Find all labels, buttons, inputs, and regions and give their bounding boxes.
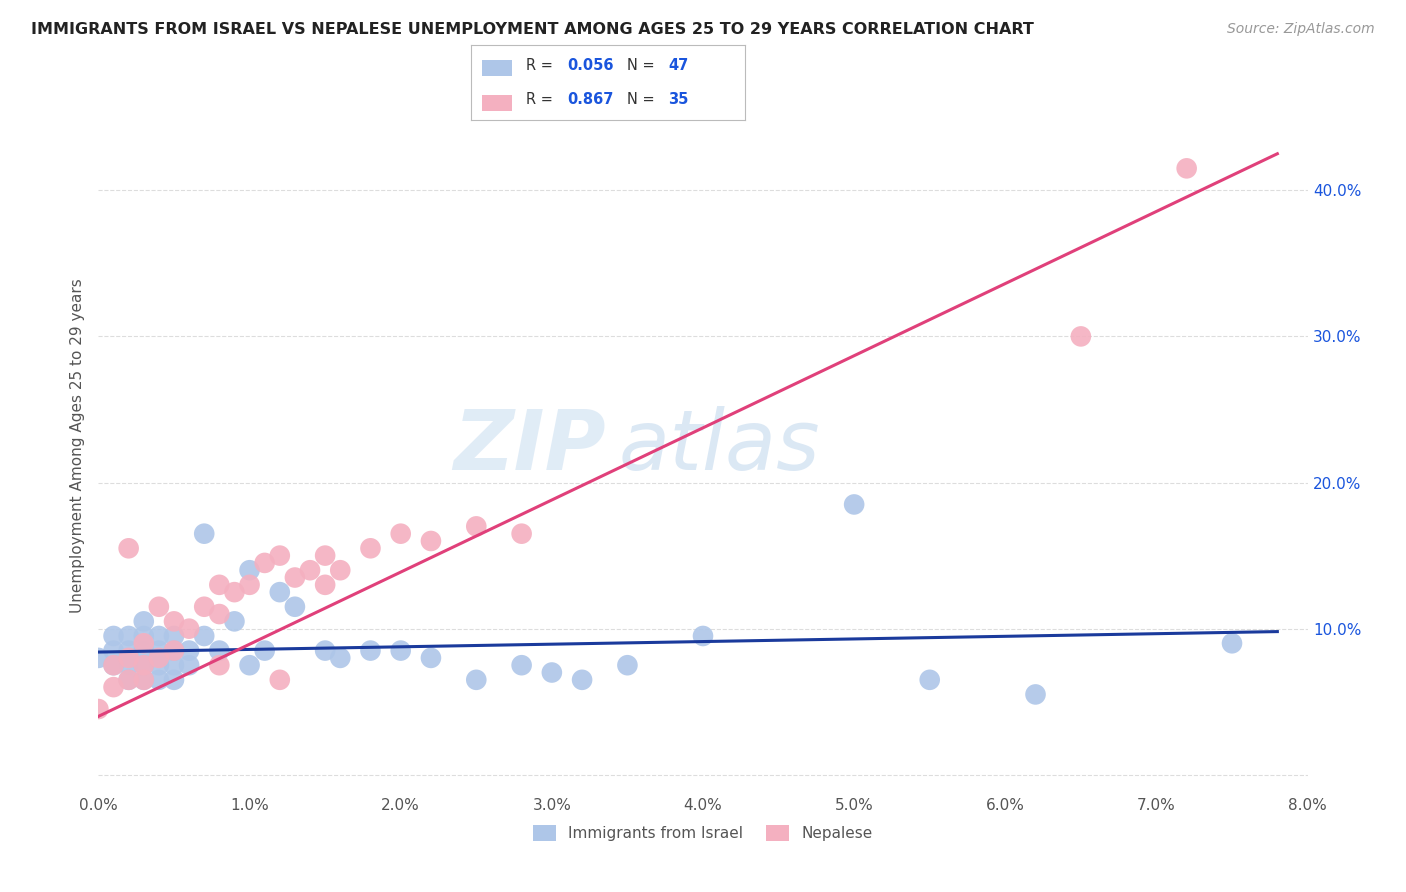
Point — [269, 585, 291, 599]
Point — [1025, 688, 1047, 702]
Text: atlas: atlas — [619, 406, 820, 486]
Text: N =: N = — [627, 93, 659, 107]
Point — [163, 615, 186, 629]
Point — [208, 658, 231, 673]
Point — [118, 673, 141, 687]
Point — [118, 643, 141, 657]
Point — [148, 673, 170, 687]
Point — [132, 615, 155, 629]
Point — [540, 665, 562, 680]
Text: R =: R = — [526, 58, 557, 73]
Point — [132, 658, 155, 673]
Point — [103, 658, 125, 673]
Point — [616, 658, 638, 673]
Point — [193, 526, 215, 541]
Point — [465, 673, 488, 687]
Point — [118, 651, 141, 665]
Point — [163, 643, 186, 657]
Point — [132, 673, 155, 687]
Point — [465, 519, 488, 533]
Point — [132, 658, 155, 673]
Y-axis label: Unemployment Among Ages 25 to 29 years: Unemployment Among Ages 25 to 29 years — [69, 278, 84, 614]
Point — [314, 549, 336, 563]
Text: Source: ZipAtlas.com: Source: ZipAtlas.com — [1227, 22, 1375, 37]
Point — [360, 643, 382, 657]
Point — [103, 658, 125, 673]
Text: R =: R = — [526, 93, 557, 107]
Point — [103, 680, 125, 694]
FancyBboxPatch shape — [482, 95, 512, 112]
Point — [103, 643, 125, 657]
Text: 47: 47 — [668, 58, 689, 73]
Point — [148, 651, 170, 665]
Point — [314, 578, 336, 592]
Point — [284, 570, 307, 584]
Point — [163, 673, 186, 687]
Text: ZIP: ZIP — [454, 406, 606, 486]
Text: N =: N = — [627, 58, 659, 73]
Point — [314, 643, 336, 657]
Point — [148, 599, 170, 614]
FancyBboxPatch shape — [482, 60, 512, 77]
Point — [132, 636, 155, 650]
Point — [208, 643, 231, 657]
Point — [163, 658, 186, 673]
Point — [692, 629, 714, 643]
Point — [329, 563, 352, 577]
Point — [148, 629, 170, 643]
Point — [510, 526, 533, 541]
Point — [420, 533, 443, 548]
Point — [179, 658, 201, 673]
Point — [239, 658, 262, 673]
Point — [420, 651, 443, 665]
Point — [132, 643, 155, 657]
Point — [208, 607, 231, 621]
Point — [132, 629, 155, 643]
Point — [389, 526, 412, 541]
Point — [87, 702, 110, 716]
Point — [224, 615, 246, 629]
Point — [299, 563, 322, 577]
Point — [224, 585, 246, 599]
Point — [284, 599, 307, 614]
Point — [239, 578, 262, 592]
Point — [103, 629, 125, 643]
Point — [844, 498, 866, 512]
Point — [118, 541, 141, 556]
Point — [918, 673, 941, 687]
Point — [1220, 636, 1243, 650]
Point — [148, 643, 170, 657]
Point — [253, 643, 276, 657]
Text: 35: 35 — [668, 93, 689, 107]
Point — [132, 673, 155, 687]
Point — [389, 643, 412, 657]
Point — [118, 658, 141, 673]
Point — [148, 658, 170, 673]
Point — [1175, 161, 1198, 176]
Point — [253, 556, 276, 570]
Point — [510, 658, 533, 673]
Point — [163, 629, 186, 643]
Text: 0.056: 0.056 — [567, 58, 613, 73]
Point — [193, 629, 215, 643]
Point — [87, 651, 110, 665]
Point — [118, 629, 141, 643]
Point — [239, 563, 262, 577]
Legend: Immigrants from Israel, Nepalese: Immigrants from Israel, Nepalese — [527, 819, 879, 847]
Point — [163, 643, 186, 657]
Point — [571, 673, 593, 687]
Text: IMMIGRANTS FROM ISRAEL VS NEPALESE UNEMPLOYMENT AMONG AGES 25 TO 29 YEARS CORREL: IMMIGRANTS FROM ISRAEL VS NEPALESE UNEMP… — [31, 22, 1033, 37]
Point — [329, 651, 352, 665]
Point — [269, 673, 291, 687]
Point — [118, 673, 141, 687]
Point — [360, 541, 382, 556]
Point — [179, 643, 201, 657]
Point — [179, 622, 201, 636]
Point — [208, 578, 231, 592]
Point — [193, 599, 215, 614]
Point — [269, 549, 291, 563]
Text: 0.867: 0.867 — [567, 93, 613, 107]
Point — [1070, 329, 1092, 343]
